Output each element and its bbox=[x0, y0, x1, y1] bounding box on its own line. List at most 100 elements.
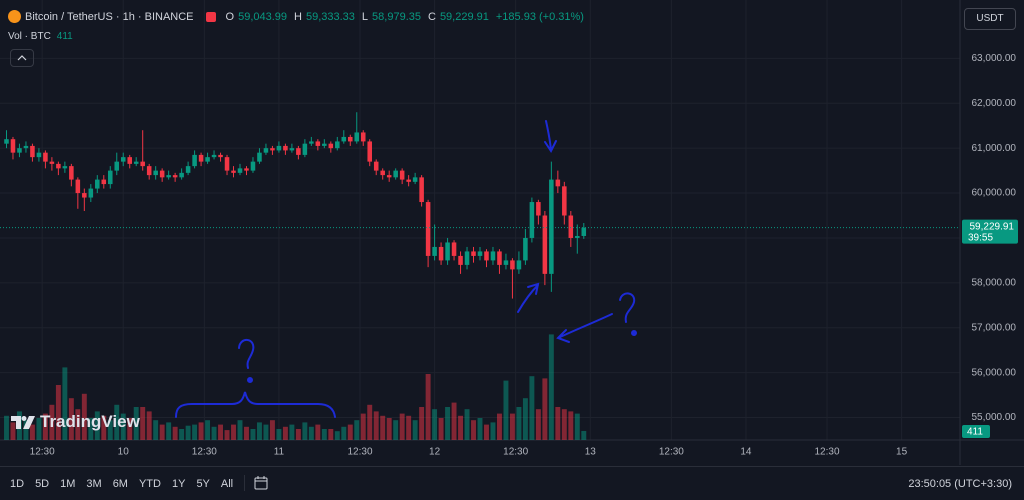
volume-bar bbox=[231, 424, 236, 440]
range-button[interactable]: 6M bbox=[112, 478, 128, 490]
candle-body bbox=[114, 161, 120, 171]
range-button[interactable]: 3M bbox=[86, 478, 102, 490]
candle-body bbox=[270, 148, 275, 151]
candle-body bbox=[536, 202, 541, 216]
countdown: 39:55 bbox=[968, 232, 993, 243]
volume-bar bbox=[503, 380, 509, 440]
y-tick-label: 56,000.00 bbox=[972, 367, 1017, 378]
collapse-button[interactable] bbox=[10, 49, 34, 67]
volume-bar bbox=[425, 374, 431, 440]
candle-body bbox=[250, 161, 256, 171]
y-tick-label: 63,000.00 bbox=[972, 53, 1017, 64]
question-dot bbox=[247, 377, 253, 383]
y-tick-label: 57,000.00 bbox=[972, 322, 1017, 333]
range-button[interactable]: YTD bbox=[138, 478, 161, 490]
volume-bar bbox=[529, 376, 535, 440]
volume-bar bbox=[516, 407, 522, 440]
volume-bar bbox=[561, 409, 567, 440]
candle-body bbox=[438, 246, 444, 261]
candle-body bbox=[120, 157, 126, 162]
range-button[interactable]: 1M bbox=[60, 478, 76, 490]
candle-body bbox=[399, 170, 405, 180]
ohlc-key: L bbox=[361, 10, 369, 23]
logo bbox=[11, 416, 35, 429]
range-button[interactable]: 5D bbox=[35, 478, 50, 490]
candle-body bbox=[237, 168, 243, 173]
volume-bar bbox=[159, 424, 165, 440]
volume-bar bbox=[114, 404, 120, 440]
volume-bar bbox=[172, 426, 178, 440]
currency-button[interactable]: USDT bbox=[964, 8, 1016, 30]
volume-bar bbox=[276, 429, 282, 440]
volume-bar bbox=[269, 420, 275, 440]
candle-body bbox=[425, 202, 431, 256]
calendar-icon bbox=[244, 474, 270, 491]
volume-bar bbox=[224, 430, 230, 440]
candle-body bbox=[523, 237, 528, 261]
candle-body bbox=[23, 145, 29, 149]
range-button[interactable]: 1D bbox=[10, 478, 25, 490]
candle-body bbox=[62, 166, 68, 169]
chevron bbox=[17, 55, 27, 61]
range-button[interactable]: 1Y bbox=[171, 478, 186, 490]
candle-body bbox=[82, 193, 87, 198]
volume-bar bbox=[522, 398, 528, 440]
candle-body bbox=[503, 260, 509, 265]
range-button[interactable]: 5Y bbox=[196, 478, 210, 490]
candle-body bbox=[153, 170, 158, 176]
x-tick-label: 12:30 bbox=[192, 447, 217, 458]
annotations bbox=[175, 120, 637, 418]
candle-body bbox=[289, 148, 295, 151]
date-range-button[interactable] bbox=[244, 474, 270, 494]
clock[interactable]: 23:50:05 (UTC+3:30) bbox=[908, 478, 1012, 490]
volume-bar bbox=[393, 420, 399, 440]
candle-body bbox=[244, 168, 249, 171]
x-tick-label: 12:30 bbox=[815, 447, 840, 458]
x-tick-label: 12:30 bbox=[347, 447, 372, 458]
volume-bar bbox=[315, 424, 321, 440]
candle-body bbox=[393, 170, 398, 178]
candle-body bbox=[140, 161, 145, 167]
volume-bar bbox=[406, 415, 412, 440]
y-tick-label: 58,000.00 bbox=[972, 277, 1017, 288]
watermark-text: TradingView bbox=[40, 412, 140, 431]
candle-body bbox=[555, 179, 561, 187]
last-price-label: 59,229.91 bbox=[970, 221, 1015, 232]
volume-bar bbox=[484, 424, 489, 440]
candle-body bbox=[510, 260, 515, 270]
candle-body bbox=[458, 255, 463, 265]
volume-bar bbox=[282, 426, 288, 440]
candle-body bbox=[283, 145, 288, 151]
candle-body bbox=[296, 148, 301, 155]
candle-body bbox=[30, 145, 35, 158]
candle-body bbox=[257, 152, 262, 162]
candle-body bbox=[159, 170, 165, 178]
coin-icon bbox=[8, 10, 21, 23]
range-button[interactable]: All bbox=[220, 478, 234, 490]
symbol[interactable]: Bitcoin / TetherUS · 1h · BINANCE bbox=[25, 10, 194, 23]
volume-bar bbox=[166, 422, 172, 440]
brace-annotation bbox=[175, 391, 336, 418]
ohlc-value: 59,333.33 bbox=[305, 10, 355, 23]
candle-body bbox=[263, 148, 269, 153]
volume-bar bbox=[574, 413, 580, 440]
volume-bar bbox=[321, 429, 327, 440]
volume-bar bbox=[198, 422, 204, 440]
x-tick-label: 15 bbox=[896, 447, 908, 458]
candle-body bbox=[302, 143, 308, 155]
watermark: TradingView bbox=[10, 412, 140, 432]
volume-bar bbox=[205, 420, 211, 440]
volume-bar bbox=[451, 402, 457, 440]
candle-body bbox=[309, 141, 314, 144]
volume-bar bbox=[107, 420, 113, 440]
y-tick-label: 60,000.00 bbox=[972, 188, 1017, 199]
volume-legend: Vol · BTC 411 bbox=[8, 31, 73, 42]
candle-body bbox=[354, 132, 360, 142]
candle-body bbox=[75, 179, 81, 194]
volume-bar bbox=[432, 409, 438, 440]
volume-bar bbox=[568, 411, 574, 440]
volume-bar bbox=[211, 426, 217, 440]
volume-bar bbox=[153, 420, 159, 440]
candle-body bbox=[224, 157, 230, 171]
